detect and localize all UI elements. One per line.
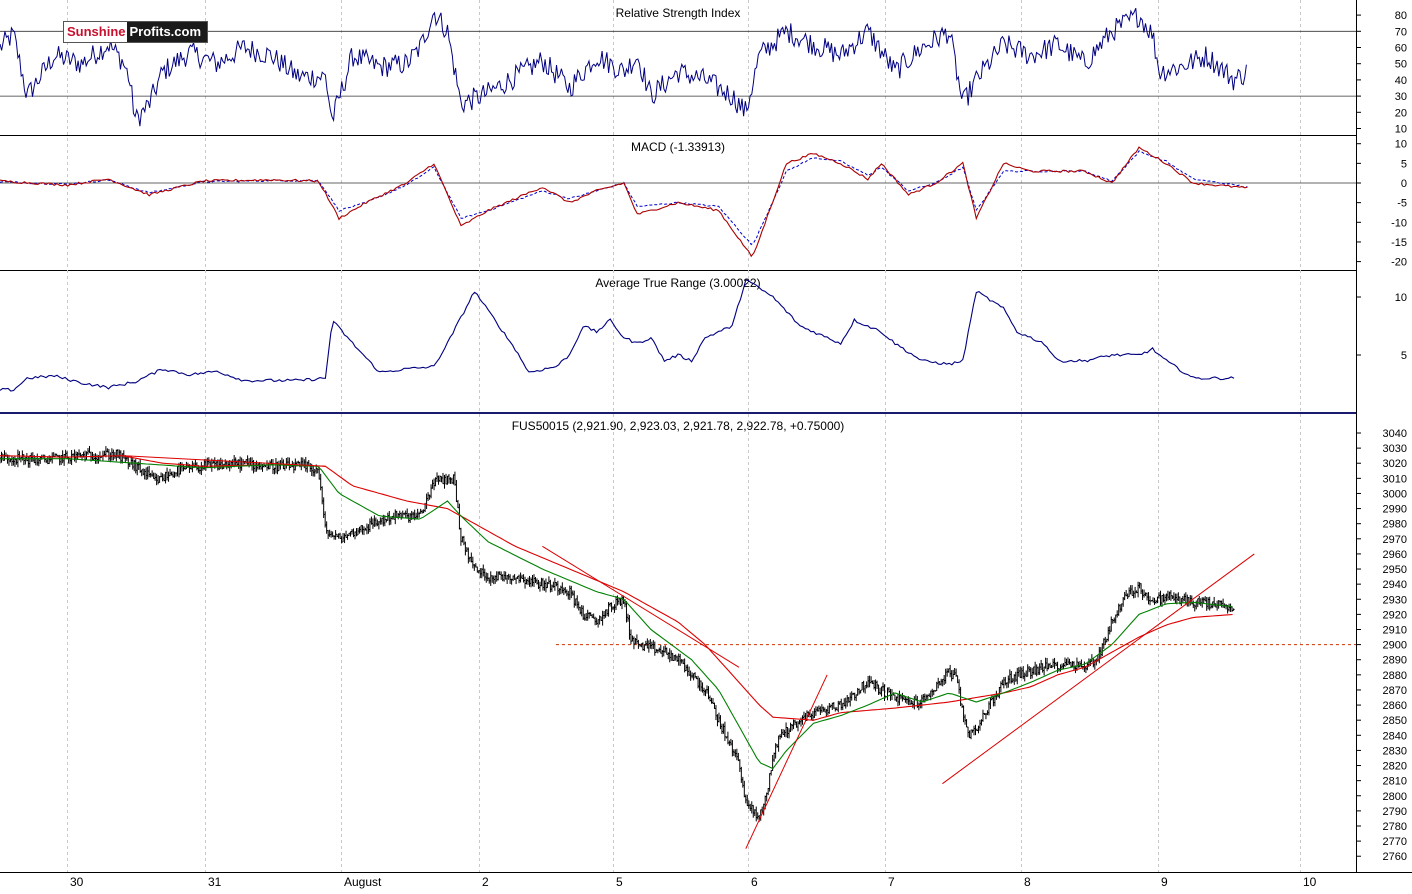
x-label-2: August [344,875,382,889]
logo-part1: Sunshine [67,24,126,39]
y-tick-label-3-2: 3020 [1383,458,1407,470]
y-tick-label-3-28: 2760 [1383,851,1407,863]
series-layer [0,8,1356,849]
y-tick-label-0-4: 50 [1395,59,1407,71]
x-label-9: 10 [1303,875,1317,889]
y-tick-label-3-9: 2950 [1383,564,1407,576]
y-tick-label-3-22: 2820 [1383,761,1407,773]
x-label-3: 2 [482,875,489,889]
x-label-6: 7 [888,875,895,889]
y-tick-label-3-1: 3030 [1383,443,1407,455]
y-tick-label-3-25: 2790 [1383,806,1407,818]
y-tick-label-3-10: 2940 [1383,579,1407,591]
y-tick-label-3-8: 2960 [1383,549,1407,561]
logo-part2: Profits.com [126,22,208,42]
y-tick-label-0-1: 20 [1395,107,1407,119]
x-label-5: 6 [751,875,758,889]
y-tick-label-0-7: 80 [1395,10,1407,22]
y-tick-label-1-5: -15 [1391,237,1407,249]
y-tick-label-1-0: 10 [1395,139,1407,151]
y-tick-label-0-2: 30 [1395,91,1407,103]
atr-title: Average True Range (3.00022) [595,276,760,290]
x-label-7: 8 [1024,875,1031,889]
y-tick-label-3-18: 2860 [1383,700,1407,712]
y-tick-label-0-0: 10 [1395,124,1407,136]
y-tick-label-1-4: -10 [1391,217,1407,229]
axis-layer: 10203040506070801050-5-10-15-20510304030… [70,10,1407,889]
y-tick-label-3-0: 3040 [1383,428,1407,440]
y-tick-label-3-26: 2780 [1383,821,1407,833]
x-label-0: 30 [70,875,84,889]
y-tick-label-3-16: 2880 [1383,670,1407,682]
y-tick-label-3-4: 3000 [1383,488,1407,500]
atr-line [0,279,1235,392]
y-tick-label-3-27: 2770 [1383,836,1407,848]
y-tick-label-3-12: 2920 [1383,609,1407,621]
y-tick-label-3-6: 2980 [1383,519,1407,531]
y-tick-label-3-20: 2840 [1383,730,1407,742]
sma-fast-line [0,458,1233,770]
rsi-line [0,8,1247,127]
y-tick-label-2-0: 5 [1401,350,1407,362]
x-label-4: 5 [616,875,623,889]
y-tick-label-3-5: 2990 [1383,504,1407,516]
sunshine-profits-logo[interactable]: Sunshine Profits.com [63,21,209,43]
y-tick-label-3-7: 2970 [1383,534,1407,546]
macd-title: MACD (-1.33913) [631,140,725,154]
y-tick-label-0-3: 40 [1395,75,1407,87]
sma-slow-line [0,455,1233,721]
y-tick-label-0-6: 70 [1395,26,1407,38]
trendline-0 [122,455,326,467]
y-tick-label-1-1: 5 [1401,158,1407,170]
y-tick-label-2-1: 10 [1395,292,1407,304]
trendline-3 [942,553,1255,785]
x-label-1: 31 [208,875,222,889]
y-tick-label-3-24: 2800 [1383,791,1407,803]
y-tick-label-3-11: 2930 [1383,594,1407,606]
y-tick-label-3-21: 2830 [1383,745,1407,757]
trendline-1 [542,545,740,668]
y-tick-label-3-13: 2910 [1383,624,1407,636]
y-tick-label-0-5: 60 [1395,43,1407,55]
rsi-title: Relative Strength Index [616,6,741,20]
y-tick-label-3-23: 2810 [1383,776,1407,788]
y-tick-label-3-15: 2890 [1383,655,1407,667]
y-tick-label-3-14: 2900 [1383,640,1407,652]
y-tick-label-1-3: -5 [1397,198,1407,210]
y-tick-label-1-2: 0 [1401,178,1407,190]
y-tick-label-3-19: 2850 [1383,715,1407,727]
y-tick-label-3-17: 2870 [1383,685,1407,697]
price-title: FUS50015 (2,921.90, 2,923.03, 2,921.78, … [512,419,845,433]
y-tick-label-1-6: -20 [1391,257,1407,269]
grid-layer [0,0,1356,872]
trendline-2 [745,674,828,849]
x-label-8: 9 [1161,875,1168,889]
macd-line [0,146,1248,258]
y-tick-label-3-3: 3010 [1383,473,1407,485]
